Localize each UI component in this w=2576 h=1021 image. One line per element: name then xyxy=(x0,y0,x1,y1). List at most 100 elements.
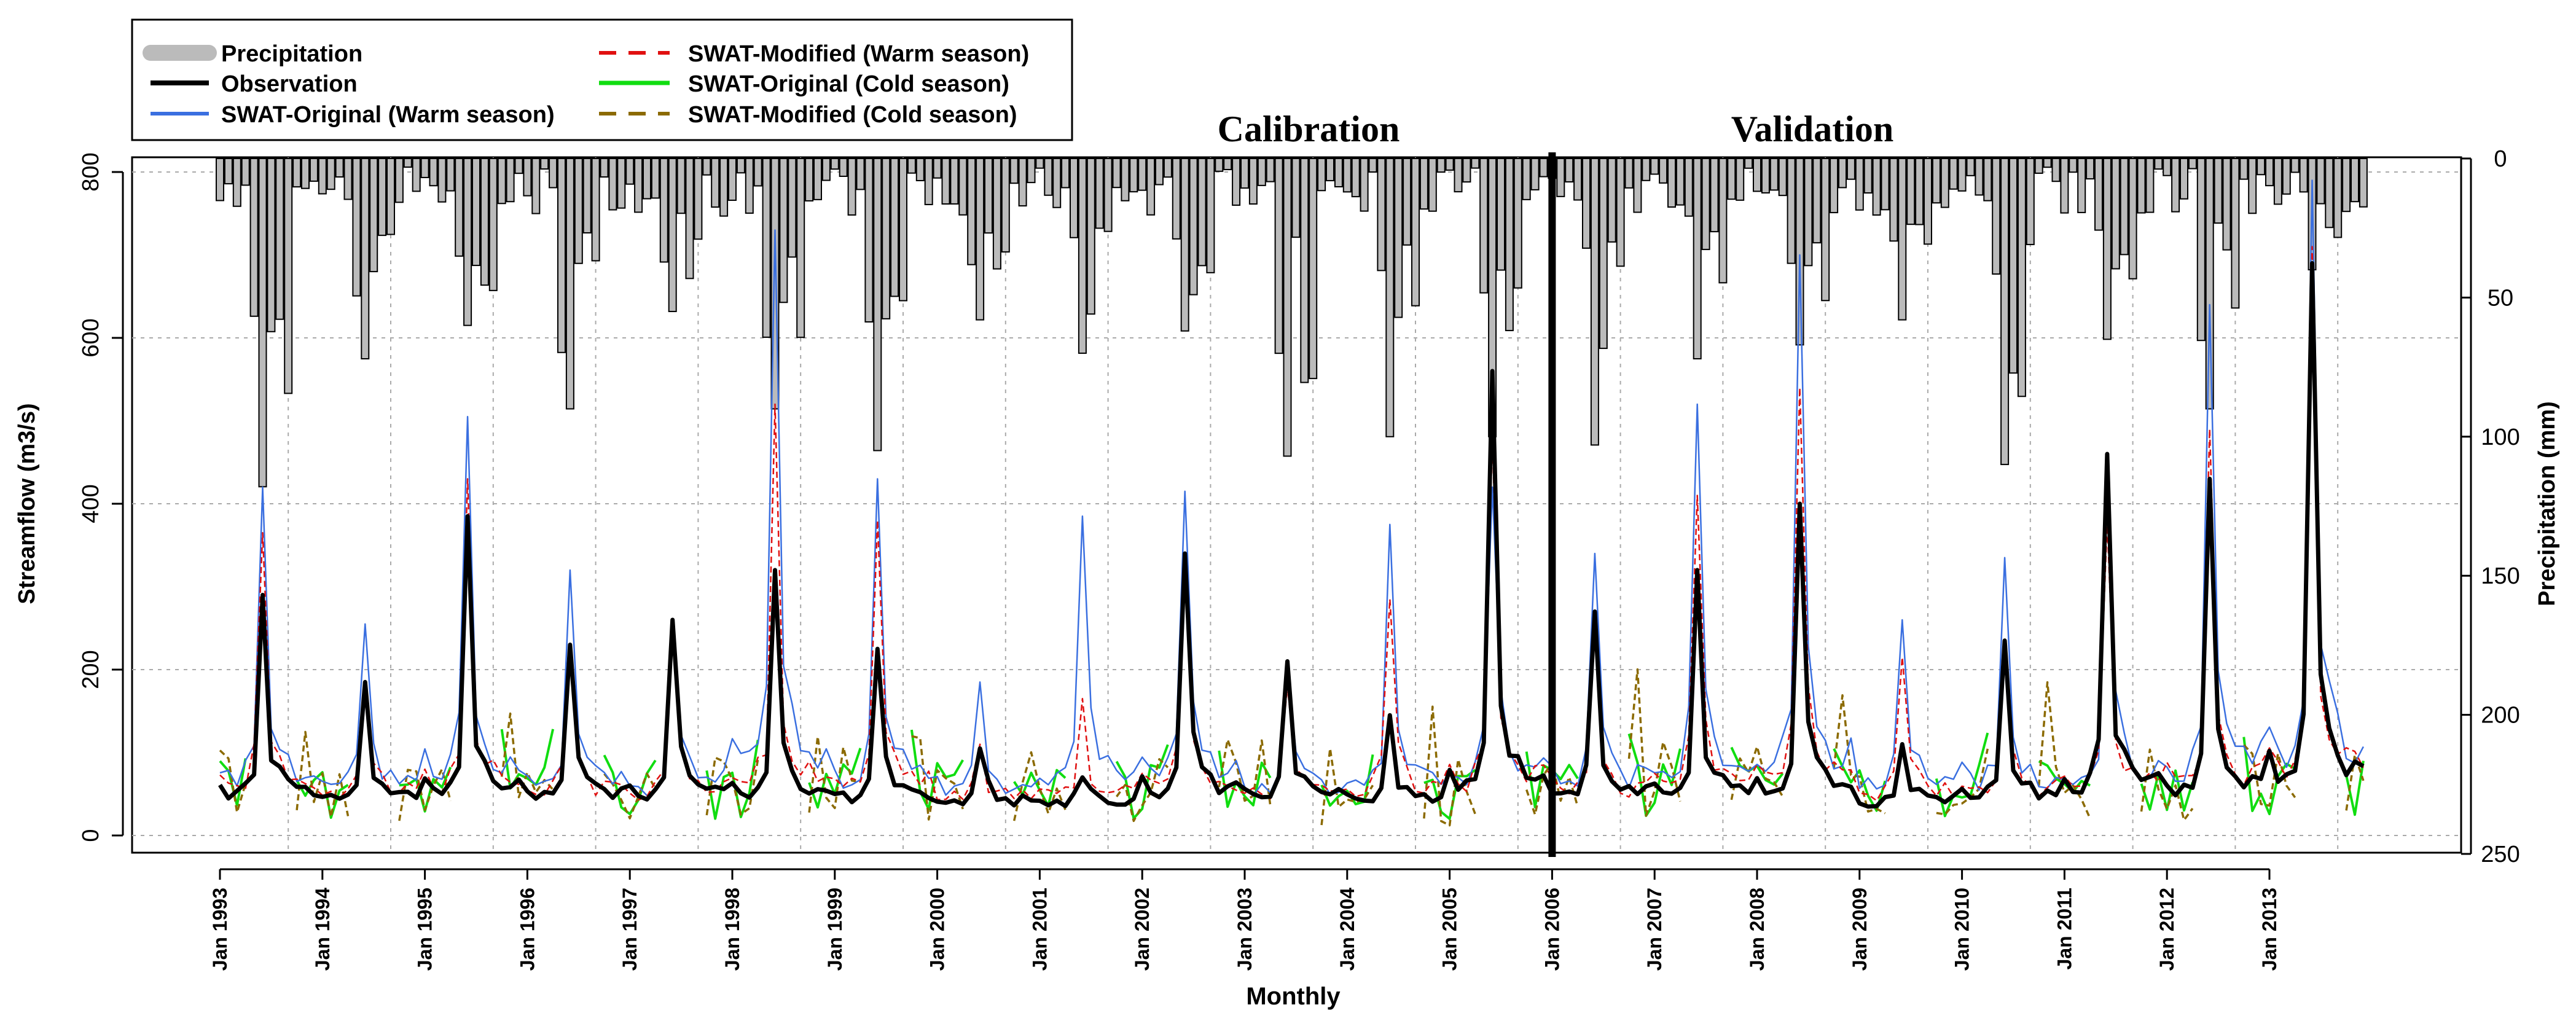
precipitation-bar xyxy=(907,158,916,174)
precipitation-bar xyxy=(1659,158,1668,184)
precipitation-bar xyxy=(1573,158,1583,201)
precipitation-bar xyxy=(736,158,745,174)
precipitation-bar xyxy=(2094,158,2103,231)
precipitation-bar xyxy=(361,158,370,360)
precipitation-bar xyxy=(352,158,361,297)
precipitation-bar xyxy=(343,158,353,200)
precipitation-bar xyxy=(2128,158,2137,280)
precipitation-bar xyxy=(1428,158,1437,212)
precipitation-bar xyxy=(1283,158,1292,457)
precipitation-bar xyxy=(1513,158,1522,289)
precipitation-bar xyxy=(1129,158,1138,193)
precipitation-bar xyxy=(326,158,335,190)
precipitation-bar xyxy=(1932,158,1941,204)
precipitation-bar xyxy=(2034,158,2043,174)
precipitation-bar xyxy=(2111,158,2120,270)
precipitation-bar xyxy=(463,158,472,326)
precipitation-bar xyxy=(1727,158,1736,200)
precipitation-bar xyxy=(2154,158,2163,170)
x-tick-label: Jan 2008 xyxy=(1746,888,1768,971)
precipitation-bar xyxy=(753,158,762,187)
precipitation-bar xyxy=(1240,158,1249,189)
precipitation-bar xyxy=(1975,158,1984,196)
precipitation-bar xyxy=(540,158,549,170)
precipitation-bar xyxy=(941,158,950,205)
precipitation-bar xyxy=(267,158,276,332)
precipitation-bar xyxy=(1530,158,1540,190)
precipitation-bar xyxy=(1778,158,1787,197)
x-tick-label: Jan 2000 xyxy=(926,888,949,971)
precipitation-bar xyxy=(659,158,668,263)
precipitation-bar xyxy=(976,158,985,321)
precipitation-bar xyxy=(2333,158,2343,238)
precipitation-bar xyxy=(2137,158,2146,214)
precipitation-bar xyxy=(309,158,318,182)
precipitation-bar xyxy=(1855,158,1864,211)
precipitation-bar xyxy=(1309,158,1318,380)
precipitation-bar xyxy=(1368,158,1377,173)
precipitation-bar xyxy=(2359,158,2368,208)
precipitation-bar xyxy=(899,158,907,302)
x-tick-label: Jan 1994 xyxy=(311,888,334,971)
precipitation-bar xyxy=(241,158,250,186)
precipitation-bar xyxy=(728,158,737,201)
precipitation-bar xyxy=(1539,158,1548,178)
precipitation-bar xyxy=(275,158,284,320)
precipitation-bar xyxy=(455,158,464,257)
axes: Jan 1993 Jan 1994 Jan 1995 Jan 1996 Jan 1997… xyxy=(78,146,2520,971)
precipitation-bar xyxy=(394,158,404,203)
precipitation-bar xyxy=(1351,158,1360,198)
precipitation-bar xyxy=(582,158,592,234)
precipitation-bar xyxy=(1377,158,1386,272)
x-axis-title: Monthly xyxy=(1246,983,1341,1010)
y2-tick-label: 150 xyxy=(2481,563,2519,589)
precipitation-bar xyxy=(2248,158,2257,214)
x-tick-label: Jan 2009 xyxy=(1849,888,1871,971)
precipitation-bar xyxy=(702,158,711,176)
precipitation-bar xyxy=(1300,158,1309,383)
precipitation-bar xyxy=(608,158,617,211)
precipitation-bar xyxy=(1889,158,1898,242)
precipitation-bar xyxy=(1872,158,1881,216)
precipitation-bar xyxy=(984,158,993,234)
precipitation-bar xyxy=(1599,158,1608,350)
precipitation-bar xyxy=(1769,158,1779,191)
precipitation-bar xyxy=(788,158,797,258)
precipitation-bar xyxy=(232,158,241,207)
precipitation-bar xyxy=(967,158,976,265)
precipitation-bar xyxy=(1342,158,1352,193)
precipitation-bar xyxy=(890,158,899,297)
precipitation-bar xyxy=(882,158,891,319)
precipitation-bar xyxy=(1863,158,1873,194)
precipitation-bar xyxy=(676,158,686,214)
precipitation-bar xyxy=(2351,158,2359,203)
precipitation-bar xyxy=(1394,158,1403,318)
precipitation-bar xyxy=(591,158,600,262)
precipitation-bar xyxy=(1940,158,1949,208)
precipitation-bar xyxy=(1650,158,1659,175)
precipitation-bar xyxy=(488,158,498,291)
precipitation-bar xyxy=(1403,158,1412,246)
precipitation-bars xyxy=(216,158,2368,488)
precipitation-bar xyxy=(1411,158,1420,307)
x-tick-label: Jan 1995 xyxy=(414,888,436,971)
y2-tick-label: 250 xyxy=(2481,842,2519,867)
precipitation-bar xyxy=(301,158,310,189)
x-tick-label: Jan 2012 xyxy=(2156,888,2178,971)
precipitation-bar xyxy=(565,158,574,410)
precipitation-bar xyxy=(796,158,805,338)
precipitation-bar xyxy=(1009,158,1019,184)
series-observation xyxy=(218,261,2365,809)
precipitation-bar xyxy=(2026,158,2035,246)
precipitation-bar xyxy=(1795,158,1804,346)
x-tick-label: Jan 2005 xyxy=(1439,888,1461,971)
precipitation-bar xyxy=(1436,158,1446,173)
precipitation-bar xyxy=(1052,158,1062,208)
y2-tick-label: 0 xyxy=(2494,146,2507,172)
precipitation-bar xyxy=(2009,158,2018,374)
precipitation-bar xyxy=(1326,158,1334,182)
legend-label-observation: Observation xyxy=(221,71,358,97)
precipitation-bar xyxy=(557,158,566,353)
x-tick-label: Jan 2013 xyxy=(2258,888,2280,971)
precipitation-bar xyxy=(1582,158,1591,249)
